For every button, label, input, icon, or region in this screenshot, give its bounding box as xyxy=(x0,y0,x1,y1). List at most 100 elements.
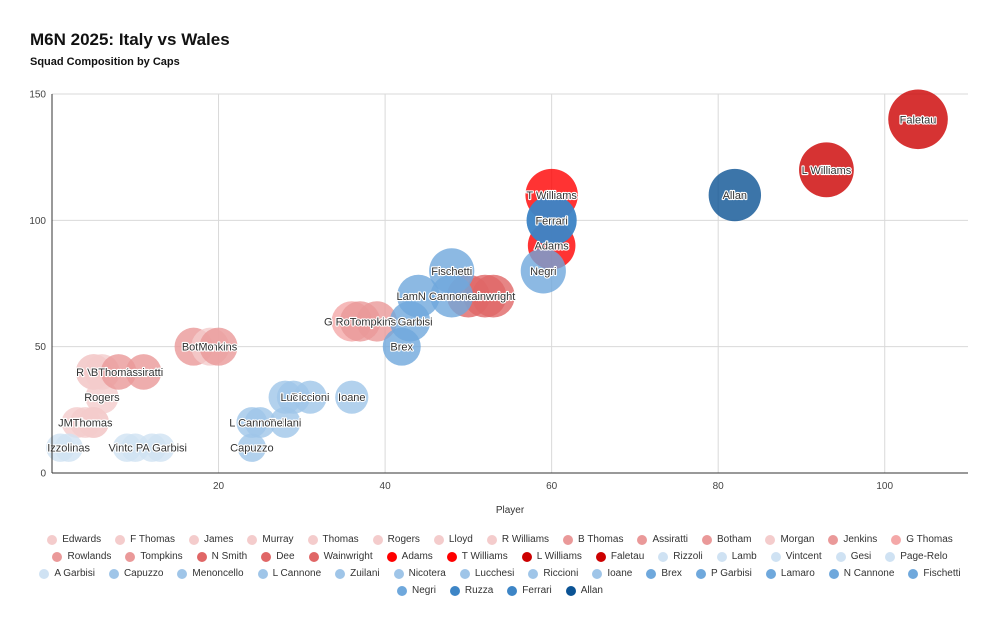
legend-entry[interactable]: Jenkins xyxy=(828,532,877,547)
bubble-label: BThomas xyxy=(91,367,139,379)
bubble xyxy=(100,354,137,390)
legend-swatch xyxy=(261,551,272,562)
bubble-label: L Cannone xyxy=(229,417,282,429)
bubble-label: JMThomas xyxy=(58,417,113,429)
legend-swatch xyxy=(521,551,532,562)
legend-swatch xyxy=(108,568,119,579)
legend-entry[interactable]: Nicotera xyxy=(393,566,446,581)
legend-swatch xyxy=(125,551,136,562)
legend-entry[interactable]: Botham xyxy=(702,532,751,547)
legend-entry[interactable]: L Williams xyxy=(521,549,582,564)
legend-entry[interactable]: Ruzza xyxy=(449,583,493,598)
bubble xyxy=(199,327,238,366)
bubble-label-halo: Brex xyxy=(390,342,413,354)
legend-entry[interactable]: F Thomas xyxy=(115,532,175,547)
legend-label: P Garbisi xyxy=(710,568,752,579)
legend-swatch xyxy=(592,568,603,579)
legend-label: Gesi xyxy=(850,551,872,562)
legend-swatch xyxy=(507,585,518,596)
legend-entry[interactable]: James xyxy=(188,532,233,547)
legend-entry[interactable]: Wainwright xyxy=(308,549,373,564)
legend-entry[interactable]: Menoncello xyxy=(177,566,244,581)
bubble-label: Rogers xyxy=(84,392,120,404)
bubble-label: Jenkins xyxy=(200,342,238,354)
bubble-label: Ioane xyxy=(338,392,366,404)
legend-entry[interactable]: N Smith xyxy=(196,549,247,564)
legend-entry[interactable]: Dee xyxy=(261,549,295,564)
legend-entry[interactable]: Riccioni xyxy=(528,566,578,581)
legend-swatch xyxy=(770,551,781,562)
legend-swatch xyxy=(177,568,188,579)
legend-entry[interactable]: G Thomas xyxy=(891,532,953,547)
legend-entry[interactable]: Gesi xyxy=(835,549,872,564)
bubble-label-halo: Assiratti xyxy=(124,367,163,379)
bubble-label: Thomas xyxy=(74,417,114,429)
legend-entry[interactable]: B Thomas xyxy=(563,532,623,547)
legend-entry[interactable]: R Williams xyxy=(486,532,549,547)
legend-entry[interactable]: Vintcent xyxy=(770,549,822,564)
legend-entry[interactable]: Rizzoli xyxy=(658,549,703,564)
legend-entry[interactable]: T Williams xyxy=(446,549,508,564)
bubble-label: Brex xyxy=(390,342,413,354)
legend-entry[interactable]: Lucchesi xyxy=(459,566,514,581)
legend-entry[interactable]: Edwards xyxy=(47,532,101,547)
legend-label: Riccioni xyxy=(543,568,579,579)
legend-label: Rizzoli xyxy=(673,551,703,562)
legend-entry[interactable]: Capuzzo xyxy=(108,566,164,581)
legend-entry[interactable]: Allan xyxy=(565,583,603,598)
chart-subtitle: Squad Composition by Caps xyxy=(30,56,180,68)
legend-label: Allan xyxy=(580,585,603,596)
legend-entry[interactable]: Ioane xyxy=(592,566,632,581)
legend-swatch xyxy=(372,534,383,545)
legend-label: Capuzzo xyxy=(123,568,164,579)
y-tick-label: 50 xyxy=(35,342,47,353)
legend-entry[interactable]: Tompkins xyxy=(125,549,183,564)
legend-label: Lamaro xyxy=(780,568,815,579)
legend-entry[interactable]: Rowlands xyxy=(52,549,111,564)
legend-label: Thomas xyxy=(322,534,359,545)
legend-entry[interactable]: P Garbisi xyxy=(695,566,752,581)
bubble-label: Zuilani xyxy=(269,417,301,429)
legend-entry[interactable]: N Cannone xyxy=(828,566,894,581)
bubble-label-halo: Jenkins xyxy=(200,342,238,354)
bubble-label-halo: Rogers xyxy=(84,392,120,404)
bubble-label-halo: BThomas xyxy=(91,367,139,379)
legend-entry[interactable]: Lloyd xyxy=(433,532,473,547)
legend-entry[interactable]: Morgan xyxy=(765,532,814,547)
legend-label: Wainwright xyxy=(323,551,373,562)
legend-swatch xyxy=(891,534,902,545)
bubble xyxy=(54,433,83,462)
chart-title: M6N 2025: Italy vs Wales xyxy=(30,30,230,49)
legend-entry[interactable]: Adams xyxy=(386,549,433,564)
legend-label: F Thomas xyxy=(130,534,175,545)
legend-label: Negri xyxy=(412,585,436,596)
legend-entry[interactable]: Negri xyxy=(397,583,436,598)
bubble-label-halo: L Williams xyxy=(802,165,852,177)
legend-entry[interactable]: Page-Relo xyxy=(885,549,948,564)
bubble xyxy=(708,168,762,222)
legend-entry[interactable]: Lamb xyxy=(716,549,757,564)
legend-entry[interactable]: Zuilani xyxy=(335,566,380,581)
legend-label: Nicotera xyxy=(408,568,446,579)
legend-entry[interactable]: Brex xyxy=(646,566,682,581)
legend-entry[interactable]: Murray xyxy=(247,532,294,547)
bubble xyxy=(293,380,327,414)
legend-swatch xyxy=(393,568,404,579)
legend-entry[interactable]: L Cannone xyxy=(257,566,321,581)
bubble-label: T Williams xyxy=(526,190,577,202)
legend-entry[interactable]: Faletau xyxy=(595,549,644,564)
legend-swatch xyxy=(716,551,727,562)
legend-entry[interactable]: Thomas xyxy=(307,532,359,547)
bubble-label: Fischetti xyxy=(431,266,472,278)
legend-entry[interactable]: Assiratti xyxy=(637,532,688,547)
legend-swatch xyxy=(595,551,606,562)
legend-entry[interactable]: Lamaro xyxy=(765,566,815,581)
legend-entry[interactable]: A Garbisi xyxy=(39,566,95,581)
legend-entry[interactable]: Ferrari xyxy=(507,583,552,598)
legend-entry[interactable]: Fischetti xyxy=(908,566,961,581)
legend-swatch xyxy=(702,534,712,545)
bubble-label: Allan xyxy=(723,190,747,202)
legend-entry[interactable]: Rogers xyxy=(372,532,420,547)
legend-label: Edwards xyxy=(62,534,102,545)
legend-swatch xyxy=(449,585,460,596)
